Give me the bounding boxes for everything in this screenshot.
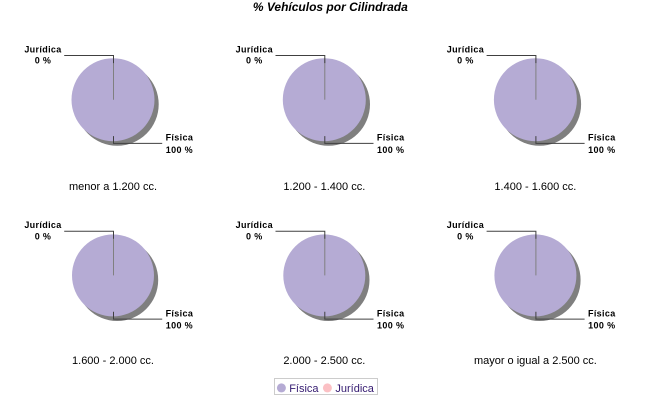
- svg-text:0 %: 0 %: [246, 56, 263, 66]
- svg-text:mayor o igual a 2.500 cc.: mayor o igual a 2.500 cc.: [474, 355, 597, 367]
- svg-text:Física: Física: [588, 308, 616, 318]
- svg-text:Jurídica: Jurídica: [24, 44, 62, 54]
- svg-text:1.400 - 1.600 cc.: 1.400 - 1.600 cc.: [494, 181, 576, 193]
- svg-text:1.600 - 2.000 cc.: 1.600 - 2.000 cc.: [72, 355, 154, 367]
- svg-text:Jurídica: Jurídica: [236, 44, 274, 54]
- svg-text:Física: Física: [166, 308, 194, 318]
- svg-text:Física: Física: [377, 308, 405, 318]
- svg-text:Física: Física: [588, 133, 616, 143]
- svg-text:100 %: 100 %: [588, 321, 615, 331]
- svg-text:100 %: 100 %: [166, 145, 193, 155]
- svg-text:0 %: 0 %: [35, 231, 52, 241]
- svg-text:Jurídica: Jurídica: [24, 220, 62, 230]
- svg-text:menor a 1.200 cc.: menor a 1.200 cc.: [69, 181, 157, 193]
- svg-text:100 %: 100 %: [377, 321, 404, 331]
- svg-text:0 %: 0 %: [457, 56, 474, 66]
- svg-text:2.000 - 2.500 cc.: 2.000 - 2.500 cc.: [283, 355, 365, 367]
- svg-text:Jurídica: Jurídica: [447, 220, 485, 230]
- svg-text:0 %: 0 %: [35, 56, 52, 66]
- svg-text:Jurídica: Jurídica: [236, 220, 274, 230]
- svg-text:0 %: 0 %: [246, 231, 263, 241]
- svg-text:Física: Física: [166, 133, 194, 143]
- svg-text:% Vehículos por Cilindrada: % Vehículos por Cilindrada: [253, 0, 408, 14]
- svg-text:Jurídica: Jurídica: [447, 44, 485, 54]
- svg-text:1.200 - 1.400 cc.: 1.200 - 1.400 cc.: [283, 181, 365, 193]
- svg-text:100 %: 100 %: [166, 321, 193, 331]
- svg-text:100 %: 100 %: [377, 145, 404, 155]
- svg-text:0 %: 0 %: [457, 231, 474, 241]
- svg-text:100 %: 100 %: [588, 145, 615, 155]
- svg-text:Física: Física: [289, 383, 319, 395]
- svg-text:Física: Física: [377, 133, 405, 143]
- svg-text:Jurídica: Jurídica: [335, 383, 374, 395]
